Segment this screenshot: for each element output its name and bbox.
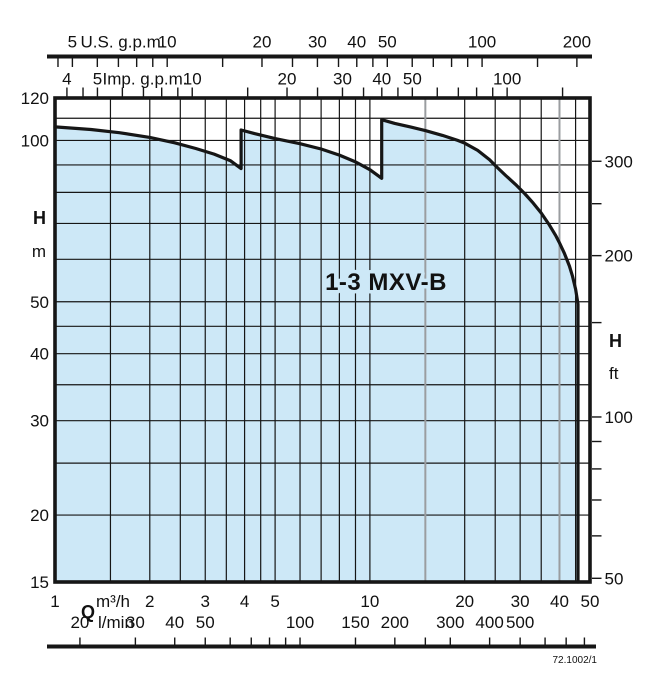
head-m-tick-label: 40 xyxy=(30,345,49,364)
head-ft-tick-label: 50 xyxy=(605,569,624,588)
head-m-tick-label: 120 xyxy=(21,89,49,108)
imp-gpm-tick-label: 20 xyxy=(278,70,297,89)
head-m-tick-label: 50 xyxy=(30,293,49,312)
flow-m3h-tick-label: 5 xyxy=(270,592,279,611)
imp-gpm-axis-title: Imp. g.p.m. xyxy=(102,70,187,89)
us-gpm-tick-label: 10 xyxy=(158,33,177,52)
flow-lmin-tick-label: 100 xyxy=(286,613,314,632)
flow-lmin-axis: 20 30 40 50 100 150 200 300 400 500 l/min xyxy=(47,613,596,649)
us-gpm-tick-label: 200 xyxy=(563,33,591,52)
chart-title: 1-3 MXV-B xyxy=(325,269,447,296)
us-gpm-axis: 5 10 20 30 40 50 100 200 U.S. g.p.m. xyxy=(47,33,592,67)
imp-gpm-tick-label: 40 xyxy=(372,70,391,89)
diagram-reference-number: 72.1002/1 xyxy=(553,655,598,666)
flow-lmin-tick-label: 500 xyxy=(506,613,534,632)
head-m-tick-label: 100 xyxy=(21,131,49,150)
flow-m3h-tick-label: 10 xyxy=(360,592,379,611)
envelope-fill xyxy=(55,119,578,582)
head-ft-axis: 300 200 100 50 Hft xyxy=(592,152,633,588)
flow-lmin-axis-unit: l/min xyxy=(98,613,134,632)
flow-m3h-tick-label: 30 xyxy=(511,592,530,611)
flow-lmin-tick-label: 50 xyxy=(196,613,215,632)
head-m-tick-label: 15 xyxy=(30,573,49,592)
us-gpm-tick-label: 5 xyxy=(68,33,77,52)
imp-gpm-axis: 4 5 10 20 30 40 50 100 Imp. g.p.m. xyxy=(62,70,564,97)
flow-lmin-tick-label: 200 xyxy=(381,613,409,632)
flow-m3h-axis: 1 2 3 4 5 10 20 30 40 50 Qm³/h xyxy=(50,592,599,622)
flow-m3h-tick-label: 40 xyxy=(550,592,569,611)
flow-m3h-tick-label: 50 xyxy=(581,592,600,611)
us-gpm-tick-label: 100 xyxy=(468,33,496,52)
flow-lmin-tick-label: 400 xyxy=(475,613,503,632)
grid xyxy=(54,97,591,583)
flow-m3h-tick-label: 20 xyxy=(455,592,474,611)
head-ft-axis-title: H xyxy=(609,331,622,351)
imp-gpm-tick-label: 4 xyxy=(62,70,71,89)
flow-lmin-tick-label: 30 xyxy=(126,613,145,632)
flow-m3h-tick-label: 1 xyxy=(50,592,59,611)
imp-gpm-tick-label: 30 xyxy=(333,70,352,89)
imp-gpm-tick-label: 50 xyxy=(403,70,422,89)
us-gpm-tick-label: 20 xyxy=(253,33,272,52)
flow-m3h-tick-label: 4 xyxy=(240,592,249,611)
flow-m3h-tick-label: 3 xyxy=(201,592,210,611)
imp-gpm-tick-label: 5 xyxy=(93,70,102,89)
head-m-tick-label: 30 xyxy=(30,412,49,431)
flow-lmin-tick-label: 40 xyxy=(165,613,184,632)
imp-gpm-tick-label: 100 xyxy=(493,70,521,89)
flow-lmin-tick-label: 20 xyxy=(70,613,89,632)
us-gpm-axis-title: U.S. g.p.m. xyxy=(80,33,165,52)
us-gpm-tick-label: 40 xyxy=(347,33,366,52)
flow-m3h-axis-unit: m³/h xyxy=(96,592,130,611)
flow-axis-title: Q xyxy=(81,602,95,622)
head-ft-tick-label: 300 xyxy=(605,152,633,171)
us-gpm-tick-label: 50 xyxy=(378,33,397,52)
pump-envelope-curve xyxy=(53,118,580,584)
flow-lmin-tick-label: 300 xyxy=(436,613,464,632)
plot-border xyxy=(53,96,592,584)
imp-gpm-tick-label: 10 xyxy=(183,70,202,89)
head-m-axis-unit: m xyxy=(32,242,46,261)
us-gpm-tick-label: 30 xyxy=(308,33,327,52)
head-ft-tick-label: 100 xyxy=(605,408,633,427)
head-m-axis: 120 100 50 40 30 20 15 Hm xyxy=(21,89,49,592)
head-ft-tick-label: 200 xyxy=(605,247,633,266)
head-m-axis-title: H xyxy=(33,208,46,228)
flow-m3h-tick-label: 2 xyxy=(145,592,154,611)
flow-lmin-tick-label: 150 xyxy=(341,613,369,632)
head-ft-axis-unit: ft xyxy=(609,364,619,383)
head-m-tick-label: 20 xyxy=(30,506,49,525)
